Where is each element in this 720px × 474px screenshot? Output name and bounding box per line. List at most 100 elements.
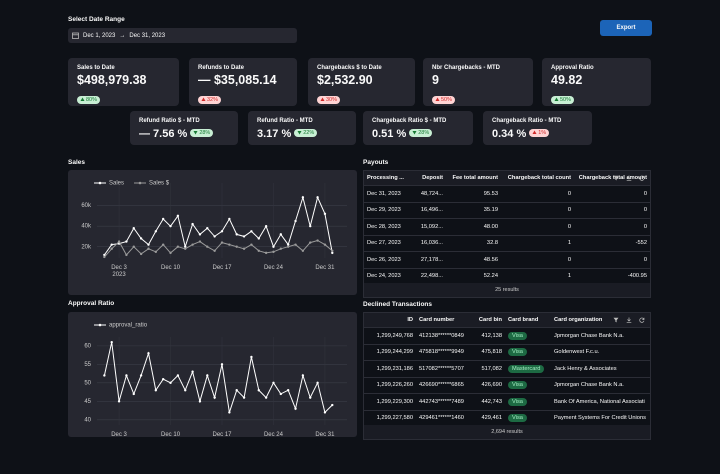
series-point — [169, 251, 172, 255]
x-tick-label: Dec 10 — [161, 432, 181, 437]
series-point — [301, 196, 305, 199]
table-cell: 48,724... — [420, 190, 443, 197]
date-end: Dec 31, 2023 — [129, 32, 166, 39]
delta-arrow — [412, 131, 417, 135]
legend-marker — [98, 323, 102, 327]
table-cell: 16,036... — [420, 240, 443, 247]
table-cell: -552 — [635, 240, 647, 247]
refresh-icon[interactable] — [639, 317, 645, 323]
kpi-delta-text: 28% — [199, 129, 211, 136]
kpi-label: Chargebacks $ to Date — [317, 65, 382, 71]
export-button[interactable]: Export — [600, 20, 652, 36]
series-point — [309, 396, 312, 399]
kpi-card: Chargeback Ratio $ - MTD 0.51 % 28% — [363, 111, 473, 145]
brand-pill: Visa — [508, 381, 527, 390]
series-point — [220, 241, 224, 244]
column-header: Chargeback total count — [507, 175, 571, 181]
table-cell: Dec 27, 2023 — [367, 240, 401, 247]
series-point — [110, 243, 113, 246]
download-icon[interactable] — [626, 317, 632, 323]
column-header: Fee total amount — [452, 175, 498, 181]
table-cell: 1,299,249,768 — [376, 332, 413, 339]
y-tick-label: 50 — [84, 380, 91, 386]
filter-icon[interactable] — [613, 175, 619, 181]
series-point — [264, 224, 268, 228]
table-cell: Bank Of America, National Associati — [554, 398, 645, 405]
series-point — [220, 363, 224, 366]
series-point — [117, 240, 121, 243]
table-cell: Dec 31, 2023 — [367, 190, 401, 197]
table-cell: Mastercard — [505, 361, 551, 377]
date-range-label: Select Date Range — [68, 16, 125, 23]
table-header-row: ID Card number Card bin Card brand Card orga… — [364, 313, 650, 328]
kpi-label: Chargeback Ratio $ - MTD — [372, 118, 447, 124]
series-point — [286, 243, 290, 246]
kpi-delta: 30% — [317, 95, 341, 104]
series-point — [206, 227, 209, 230]
table-cell: Visa — [505, 394, 551, 410]
series-point — [242, 235, 246, 238]
series-point — [235, 245, 238, 248]
series-point — [242, 396, 246, 399]
series-point — [184, 389, 187, 392]
series-point — [139, 252, 143, 256]
kpi-value: 9 — [432, 73, 439, 87]
refresh-icon[interactable] — [639, 175, 645, 181]
series-point — [169, 224, 172, 228]
table-cell: 0 — [643, 223, 647, 230]
x-tick-label: Dec 17 — [212, 432, 232, 437]
series-point — [331, 403, 334, 407]
series-point — [279, 392, 283, 396]
table-cell: Visa — [505, 378, 551, 394]
series-point — [110, 340, 113, 344]
table-cell: 1,299,244,299 — [376, 349, 413, 356]
series-point — [147, 247, 150, 250]
table-row: 1,299,249,768 412138******0849 412,138 Visa… — [364, 328, 650, 345]
table-cell: -400.95 — [627, 273, 647, 280]
series-point — [257, 389, 260, 392]
delta-arrow — [435, 97, 440, 101]
brand-pill: Mastercard — [508, 364, 545, 373]
column-header: ID — [407, 317, 413, 323]
legend-label: Sales — [109, 181, 124, 187]
x-tick-label: Dec 17 — [212, 265, 232, 271]
kpi-delta: 1% — [529, 128, 550, 137]
table-cell: 35.19 — [483, 207, 498, 214]
table-row: Dec 27, 2023 16,036... 32.8 1 -552 — [364, 236, 650, 252]
table-cell: 429,461 — [481, 415, 502, 422]
series-point — [228, 217, 231, 221]
download-icon[interactable] — [626, 175, 632, 181]
table-footer: 25 results — [364, 283, 650, 297]
series-point — [161, 377, 165, 381]
table-cell: Visa — [505, 411, 551, 427]
series-point — [176, 245, 180, 248]
table-cell: Dec 26, 2023 — [367, 256, 401, 263]
kpi-value: 49.82 — [551, 73, 583, 87]
series-point — [264, 396, 268, 399]
filter-icon[interactable] — [613, 317, 619, 323]
table-cell: 48.00 — [483, 223, 498, 230]
y-tick-label: 45 — [84, 399, 91, 405]
table-cell: 27,178... — [420, 256, 443, 263]
date-input[interactable]: Dec 1, 2023 → Dec 31, 2023 — [68, 28, 297, 43]
series-point — [184, 247, 187, 250]
legend-label: Sales $ — [149, 181, 170, 187]
series-point — [154, 250, 158, 254]
series-point — [154, 230, 158, 233]
kpi-label: Sales to Date — [77, 65, 115, 71]
series-point — [132, 245, 135, 248]
series-point — [103, 255, 106, 259]
series-point — [198, 233, 202, 236]
kpi-delta-text: 50% — [560, 96, 572, 103]
series-point — [139, 374, 143, 377]
payouts-table: Processing ... Deposit Fee total amount Cha… — [363, 170, 651, 298]
table-cell: Jpmorgan Chase Bank N.a. — [554, 382, 624, 389]
table-toolbar — [613, 317, 645, 323]
kpi-card: Chargeback Ratio - MTD 0.34 % 1% — [483, 111, 592, 145]
series-point — [257, 237, 260, 240]
table-cell: 32.8 — [486, 240, 498, 247]
series-point — [286, 389, 290, 392]
series-point — [191, 222, 194, 226]
kpi-value: — $35,085.14 — [198, 73, 277, 87]
